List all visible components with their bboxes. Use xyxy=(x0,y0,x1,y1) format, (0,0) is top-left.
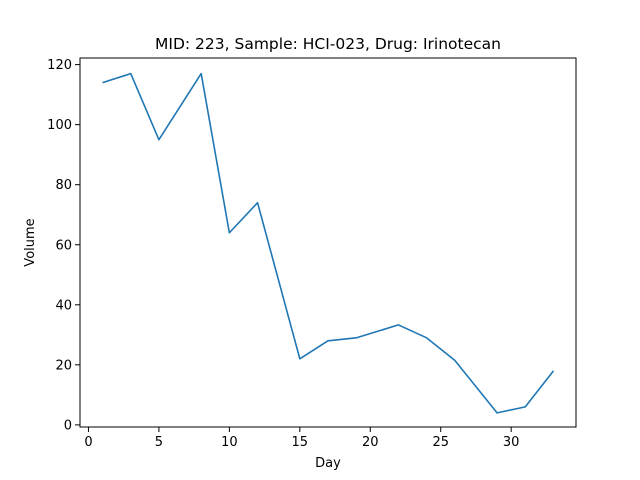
chart-title: MID: 223, Sample: HCI-023, Drug: Irinote… xyxy=(155,35,501,53)
x-tick-label: 30 xyxy=(503,435,520,450)
y-tick-label: 100 xyxy=(47,118,72,133)
x-axis: 0 5 10 15 20 25 30 xyxy=(84,427,519,450)
y-tick-label: 80 xyxy=(55,178,72,193)
x-tick-label: 25 xyxy=(432,435,449,450)
y-axis: 0 20 40 60 80 100 120 xyxy=(47,58,80,433)
series-line xyxy=(102,72,555,414)
y-axis-label: Volume xyxy=(23,218,38,266)
y-tick-label: 40 xyxy=(55,298,72,313)
x-tick-label: 10 xyxy=(221,435,238,450)
y-tick-label: 120 xyxy=(47,58,72,73)
y-tick-label: 20 xyxy=(55,358,72,373)
plot-frame xyxy=(79,57,577,428)
plot-area xyxy=(80,58,576,427)
x-tick-label: 5 xyxy=(155,435,163,450)
x-tick-label: 20 xyxy=(362,435,379,450)
x-tick-label: 15 xyxy=(292,435,309,450)
x-tick-label: 0 xyxy=(84,435,92,450)
y-tick-label: 60 xyxy=(55,238,72,253)
x-axis-label: Day xyxy=(315,456,341,471)
y-tick-label: 0 xyxy=(64,418,72,433)
